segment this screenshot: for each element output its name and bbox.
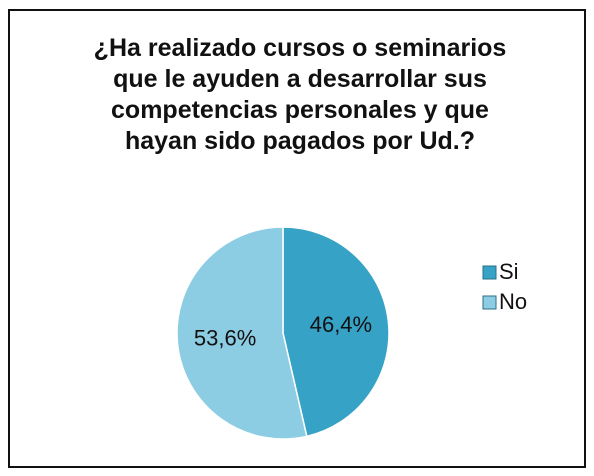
chart: 46,4% 53,6% Si No	[176, 226, 527, 440]
legend-swatch	[482, 295, 497, 310]
pie-slice	[176, 226, 308, 440]
data-label: 53,6%	[194, 325, 256, 350]
legend-label: No	[499, 289, 527, 314]
legend-label: Si	[499, 259, 519, 284]
pie-slice	[282, 226, 390, 438]
chart-frame: ¿Ha realizado cursos o seminarios que le…	[8, 9, 586, 468]
data-label: 46,4%	[310, 312, 372, 337]
legend-swatch	[482, 265, 497, 280]
chart-title: ¿Ha realizado cursos o seminarios que le…	[93, 34, 507, 155]
